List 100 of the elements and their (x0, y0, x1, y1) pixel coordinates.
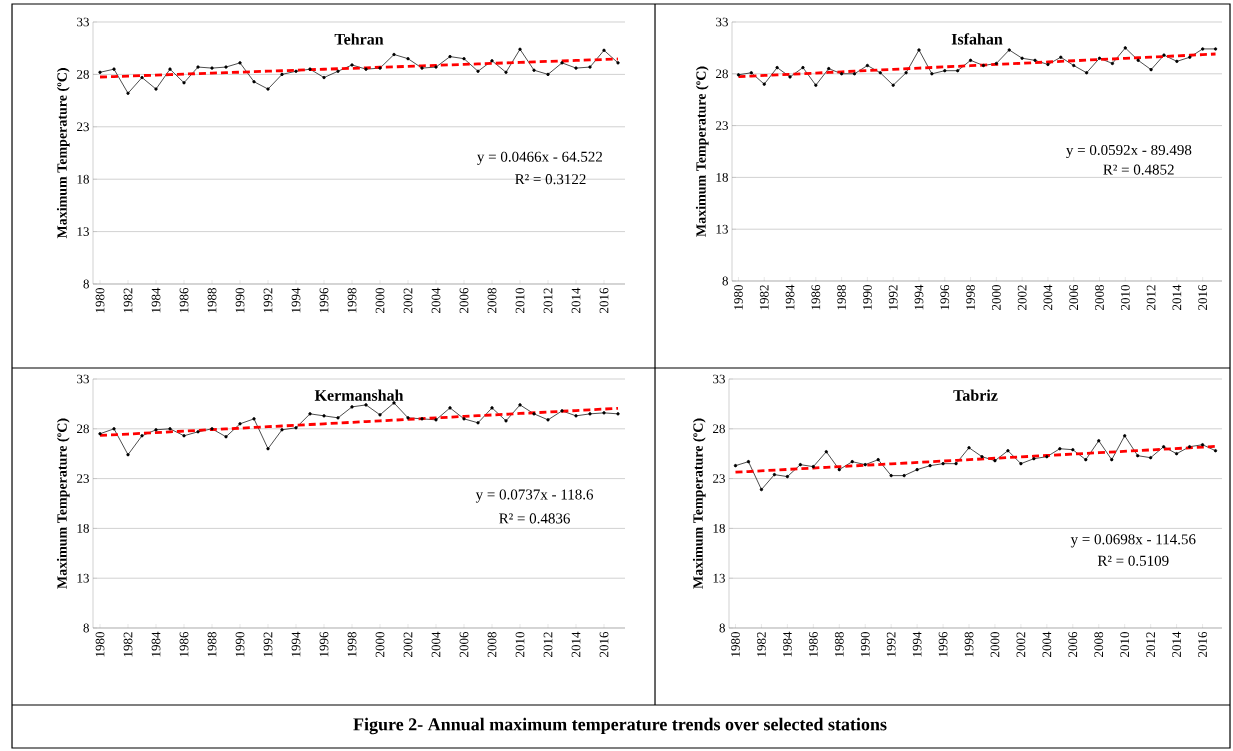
y-axis-title: Maximum Temperature (ºC) (692, 418, 706, 589)
point (1149, 68, 1153, 72)
annotation: y = 0.0698x - 114.56 (1070, 534, 1196, 548)
point (448, 54, 452, 59)
y-tick-label: 13 (77, 227, 89, 236)
x-tick-label: 1992 (263, 632, 273, 657)
point (308, 67, 312, 71)
x-tick-label: 1980 (731, 632, 740, 657)
x-tick-label: 2008 (487, 632, 497, 657)
point (392, 52, 396, 57)
x-tick-label: 2004 (1043, 284, 1053, 310)
y-tick-label: 13 (77, 573, 89, 583)
point (434, 418, 438, 422)
x-tick-label: 1996 (319, 287, 329, 313)
point (196, 430, 200, 434)
point (98, 432, 102, 436)
x-tick-label: 2016 (599, 631, 609, 657)
x-tick-label: 2006 (1068, 631, 1078, 657)
point (420, 417, 424, 421)
point (98, 70, 102, 74)
text: Isfahan (951, 33, 1003, 45)
point (140, 75, 144, 80)
x-tick-label: 2012 (1146, 632, 1156, 657)
point (736, 73, 741, 77)
x-tick-label: 1982 (757, 632, 766, 657)
point (1175, 59, 1179, 64)
point (252, 417, 256, 421)
y-tick-label: 23 (716, 121, 728, 130)
x-tick-label: 1982 (123, 632, 133, 657)
x-tick-label: 2000 (375, 632, 385, 657)
point (406, 57, 410, 61)
x-tick-label: 1994 (291, 287, 301, 313)
x-tick-label: 2002 (403, 632, 413, 657)
point (852, 72, 857, 76)
point (238, 61, 242, 65)
point (546, 72, 550, 77)
point (1188, 55, 1192, 59)
point (865, 63, 870, 68)
x-tick-label: 2000 (991, 285, 1001, 310)
point (378, 66, 382, 70)
text: Tabriz (953, 389, 998, 401)
point (785, 474, 790, 479)
point (532, 68, 536, 72)
point (224, 435, 228, 439)
point (350, 63, 354, 67)
x-tick-label: 1982 (123, 288, 133, 313)
y-tick-label: 8 (83, 279, 89, 289)
point (560, 61, 564, 65)
point (126, 453, 130, 457)
x-tick-label: 2006 (459, 631, 469, 657)
point (814, 83, 818, 87)
point (1201, 47, 1205, 51)
point (1046, 62, 1050, 67)
point (889, 473, 893, 478)
point (1084, 71, 1089, 75)
point (1097, 439, 1101, 443)
x-tick-label: 2010 (515, 288, 525, 313)
point (280, 72, 284, 77)
point (928, 464, 932, 468)
point (518, 403, 522, 407)
y-tick-label: 18 (77, 174, 89, 184)
x-tick-label: 2002 (403, 288, 413, 313)
point (1213, 47, 1218, 51)
x-tick-label: 2002 (1017, 285, 1027, 310)
point (1110, 458, 1114, 462)
x-tick-label: 2004 (431, 631, 441, 657)
x-tick-label: 1990 (235, 632, 245, 657)
y-tick-label: 33 (713, 374, 725, 384)
x-tick-label: 2014 (571, 631, 581, 657)
point (1200, 443, 1205, 447)
point (876, 458, 880, 462)
point (1149, 456, 1153, 460)
x-tick-label: 1998 (966, 285, 975, 310)
x-tick-label: 2016 (599, 287, 609, 313)
point (490, 406, 494, 410)
x-tick-label: 2016 (1198, 284, 1208, 310)
point (878, 71, 882, 75)
point (891, 83, 895, 87)
point (602, 48, 606, 52)
y-axis-title: Maximum Temperature (ºC) (56, 68, 70, 239)
y-tick-label: 33 (77, 374, 89, 384)
x-tick-label: 1992 (888, 285, 898, 310)
point (266, 87, 270, 91)
x-tick-label: 1986 (179, 631, 189, 657)
x-tick-label: 2010 (1120, 285, 1130, 310)
point (762, 82, 766, 86)
point (1162, 53, 1166, 57)
point (956, 69, 960, 73)
point (322, 414, 326, 418)
x-tick-label: 2004 (1042, 631, 1052, 657)
point (967, 446, 971, 450)
point (588, 65, 592, 69)
point (1006, 449, 1010, 453)
y-tick-label: 33 (716, 17, 728, 27)
point (1072, 63, 1076, 68)
x-tick-label: 1992 (263, 288, 273, 313)
point (968, 58, 973, 62)
point (801, 65, 805, 70)
point (336, 69, 340, 73)
x-tick-label: 1990 (235, 288, 245, 313)
